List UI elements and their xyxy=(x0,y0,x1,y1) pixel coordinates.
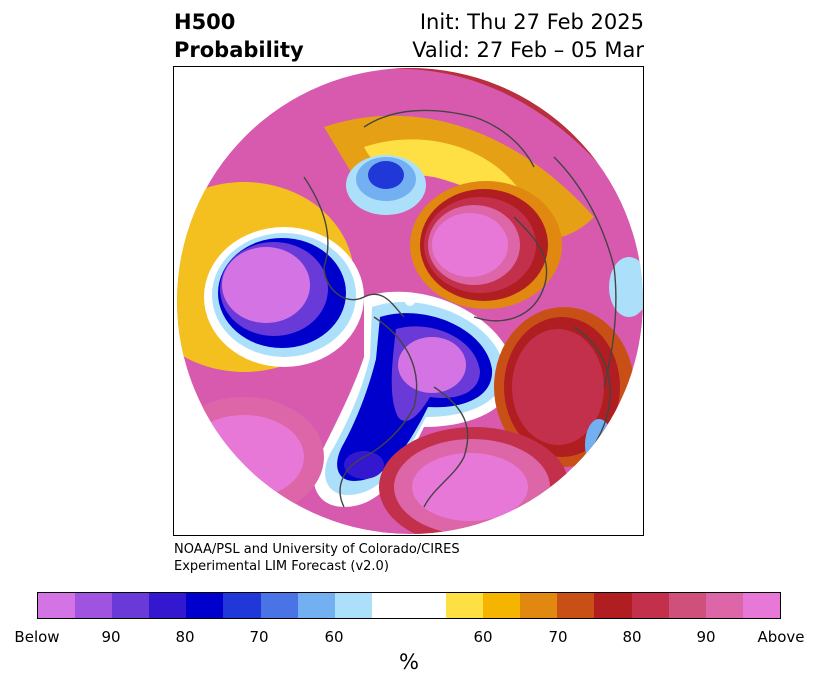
siberia-above-core xyxy=(432,213,508,277)
credit-line-2: Experimental LIM Forecast (v2.0) xyxy=(174,559,389,574)
colorbar-segment xyxy=(371,593,409,618)
north-america-east-coast xyxy=(423,386,469,508)
credit-line-1: NOAA/PSL and University of Colorado/CIRE… xyxy=(174,542,460,557)
colorbar-segment xyxy=(260,593,298,618)
colorbar-segment xyxy=(334,593,372,618)
colorbar-segment xyxy=(149,593,187,618)
colorbar-segment xyxy=(705,593,743,618)
colorbar xyxy=(37,592,781,619)
atlantic-crimson-ring xyxy=(512,329,604,445)
map-frame xyxy=(173,66,644,536)
colorbar-segment xyxy=(742,593,780,618)
credit-block: NOAA/PSL and University of Colorado/CIRE… xyxy=(174,541,460,575)
canada-below-core xyxy=(398,337,466,393)
colorbar-segment xyxy=(668,593,706,618)
colorbar-tick-label: 80 xyxy=(175,628,195,646)
eurasia-coast xyxy=(553,156,617,388)
colorbar-tick-label: Below xyxy=(14,628,60,646)
colorbar-segment xyxy=(557,593,595,618)
europe-blue-patch xyxy=(609,257,643,317)
east-pacific-core xyxy=(184,415,304,499)
polar-map xyxy=(177,68,643,534)
variable-label: H500 xyxy=(174,10,236,34)
title-left: H500 Probability xyxy=(174,8,304,64)
colorbar-tick-label: Above xyxy=(757,628,805,646)
colorbar-segment xyxy=(297,593,335,618)
colorbar-segment xyxy=(446,593,484,618)
siberia-outline xyxy=(473,216,548,322)
colorbar-tick-label: 90 xyxy=(696,628,716,646)
colorbar-segment xyxy=(631,593,669,618)
colorbar-tick-label: 90 xyxy=(101,628,121,646)
colorbar-segment xyxy=(186,593,224,618)
west-atlantic-core xyxy=(412,453,528,521)
colorbar-tick-label: 60 xyxy=(473,628,493,646)
init-label: Init: Thu 27 Feb 2025 xyxy=(419,10,644,34)
colorbar-tick-label: 60 xyxy=(324,628,344,646)
product-label: Probability xyxy=(174,38,304,62)
colorbar-tick-label: 70 xyxy=(249,628,269,646)
colorbar-unit: % xyxy=(399,650,419,674)
colorbar-segment xyxy=(483,593,521,618)
north-america-west-coast xyxy=(339,316,418,508)
arctic-coast xyxy=(363,109,535,168)
title-right: Init: Thu 27 Feb 2025 Valid: 27 Feb – 05… xyxy=(412,8,644,64)
north-africa-blue-patch xyxy=(585,419,613,471)
greenland-core xyxy=(368,161,404,189)
arctic-above-arc xyxy=(177,68,643,207)
southwest-core xyxy=(344,451,384,479)
pacific-below-core xyxy=(222,247,310,323)
colorbar-segment xyxy=(112,593,150,618)
colorbar-segment xyxy=(520,593,558,618)
colorbar-tick-label: 70 xyxy=(548,628,568,646)
colorbar-segment xyxy=(223,593,261,618)
colorbar-segment xyxy=(75,593,113,618)
north-pole-marker xyxy=(405,296,415,306)
probability-field xyxy=(177,68,643,534)
alaska-coast xyxy=(303,176,405,318)
colorbar-segment xyxy=(408,593,447,618)
valid-label: Valid: 27 Feb – 05 Mar xyxy=(412,38,644,62)
colorbar-segment xyxy=(38,593,76,618)
colorbar-segment xyxy=(594,593,632,618)
colorbar-tick-label: 80 xyxy=(622,628,642,646)
